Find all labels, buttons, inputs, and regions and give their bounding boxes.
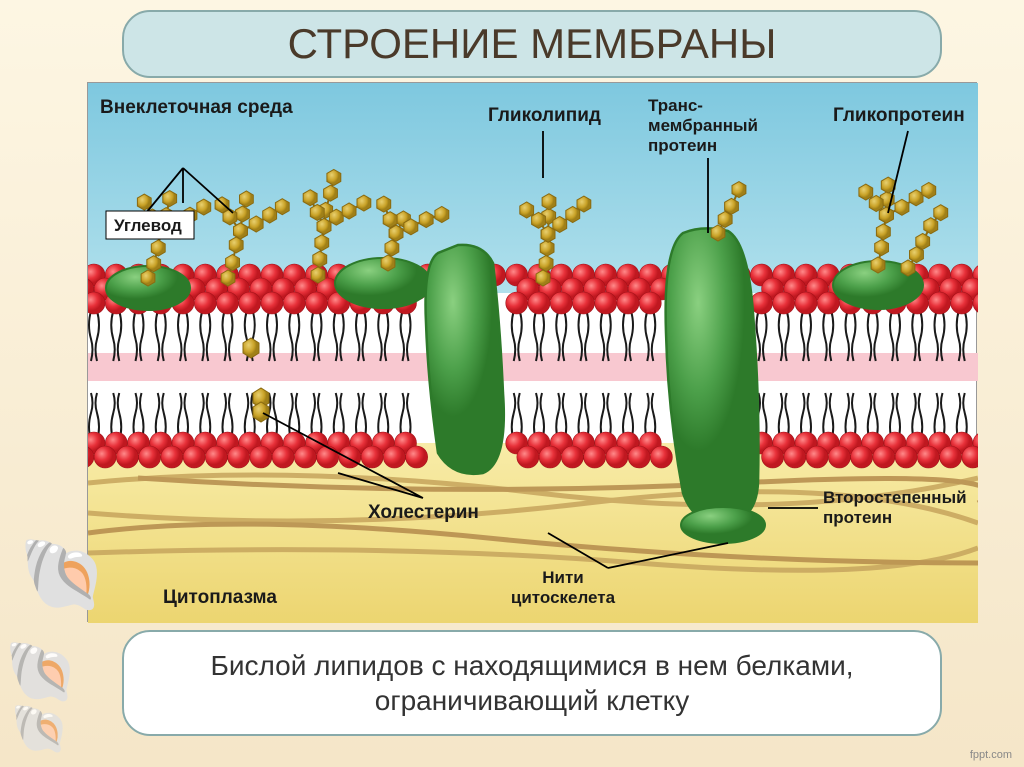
label-transmembrane1: Транс-	[648, 96, 703, 115]
shell-icon: 🐚	[18, 532, 108, 617]
label-secondary1: Второстепенный	[823, 488, 967, 507]
shell-icon: 🐚	[10, 700, 70, 757]
label-cytoplasm: Цитоплазма	[163, 587, 277, 608]
label-glycoprotein: Гликопротеин	[833, 105, 965, 126]
page-title: СТРОЕНИЕ МЕМБРАНЫ	[122, 10, 942, 78]
label-transmembrane3: протеин	[648, 136, 717, 155]
label-carbohydrate: Углевод	[114, 216, 182, 235]
caption: Бислой липидов с находящимися в нем белк…	[122, 630, 942, 736]
label-extracellular: Внеклеточная среда	[100, 97, 293, 118]
label-secondary2: протеин	[823, 508, 892, 527]
label-cytoskeleton1: Нити	[542, 568, 584, 587]
membrane-diagram: Внеклеточная среда Гликолипид Транс- мем…	[87, 82, 977, 622]
shell-icon: 🐚	[4, 636, 79, 707]
label-transmembrane2: мембранный	[648, 116, 758, 135]
label-glycolipid: Гликолипид	[488, 105, 601, 126]
label-cytoskeleton2: цитоскелета	[511, 588, 616, 607]
label-cholesterol: Холестерин	[368, 502, 479, 523]
watermark: fppt.com	[970, 749, 1012, 761]
